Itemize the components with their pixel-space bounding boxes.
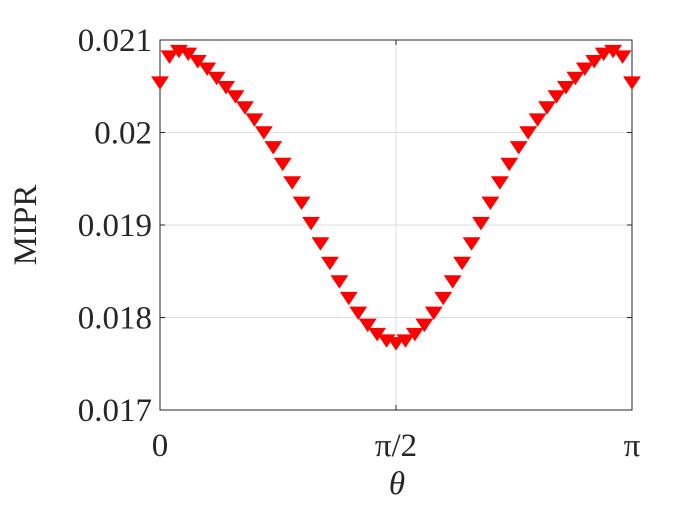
marker [556, 80, 575, 95]
marker [207, 71, 226, 86]
marker [387, 337, 405, 351]
marker [179, 47, 198, 62]
marker [396, 334, 415, 348]
marker [453, 256, 472, 271]
marker [547, 90, 566, 104]
marker [594, 47, 613, 62]
marker [273, 157, 292, 172]
marker [613, 50, 632, 64]
marker [339, 291, 358, 306]
x-axis-label: θ [389, 466, 405, 502]
marker [566, 71, 585, 86]
marker [415, 318, 434, 333]
marker [462, 237, 481, 251]
marker [311, 237, 330, 251]
plot-frame [159, 39, 633, 411]
marker [509, 141, 528, 155]
marker [538, 101, 556, 115]
y-tick-label: 0.017 [78, 393, 152, 429]
y-axis-label: MIPR [8, 185, 44, 266]
marker [254, 126, 273, 140]
marker [151, 76, 169, 90]
marker [160, 50, 179, 64]
marker [519, 126, 538, 140]
marker [623, 76, 641, 90]
marker [264, 141, 283, 155]
marker [443, 275, 462, 289]
marker [236, 101, 254, 115]
y-tick-label: 0.02 [94, 116, 152, 152]
marker [320, 256, 339, 271]
y-tick-label: 0.018 [78, 301, 152, 337]
marker [434, 291, 453, 306]
marker [217, 80, 236, 95]
marker [358, 318, 377, 333]
marker [585, 55, 604, 69]
marker [302, 216, 320, 231]
marker [292, 196, 311, 210]
y-tick-label: 0.021 [78, 23, 152, 59]
marker [575, 62, 594, 76]
x-tick-label: 0 [152, 428, 169, 464]
marker [283, 176, 302, 190]
marker [198, 62, 217, 76]
marker [500, 157, 519, 172]
marker [490, 176, 509, 190]
marker [472, 216, 490, 231]
marker [245, 113, 264, 127]
marker [528, 113, 547, 127]
marker [188, 55, 207, 69]
x-tick-label: π [624, 428, 641, 464]
marker [349, 306, 368, 321]
y-tick-label: 0.019 [78, 208, 152, 244]
marker [405, 327, 424, 342]
x-tick-label: π/2 [375, 428, 417, 464]
marker [481, 196, 500, 210]
marker [226, 90, 245, 104]
marker [330, 275, 349, 289]
marker [424, 306, 443, 321]
